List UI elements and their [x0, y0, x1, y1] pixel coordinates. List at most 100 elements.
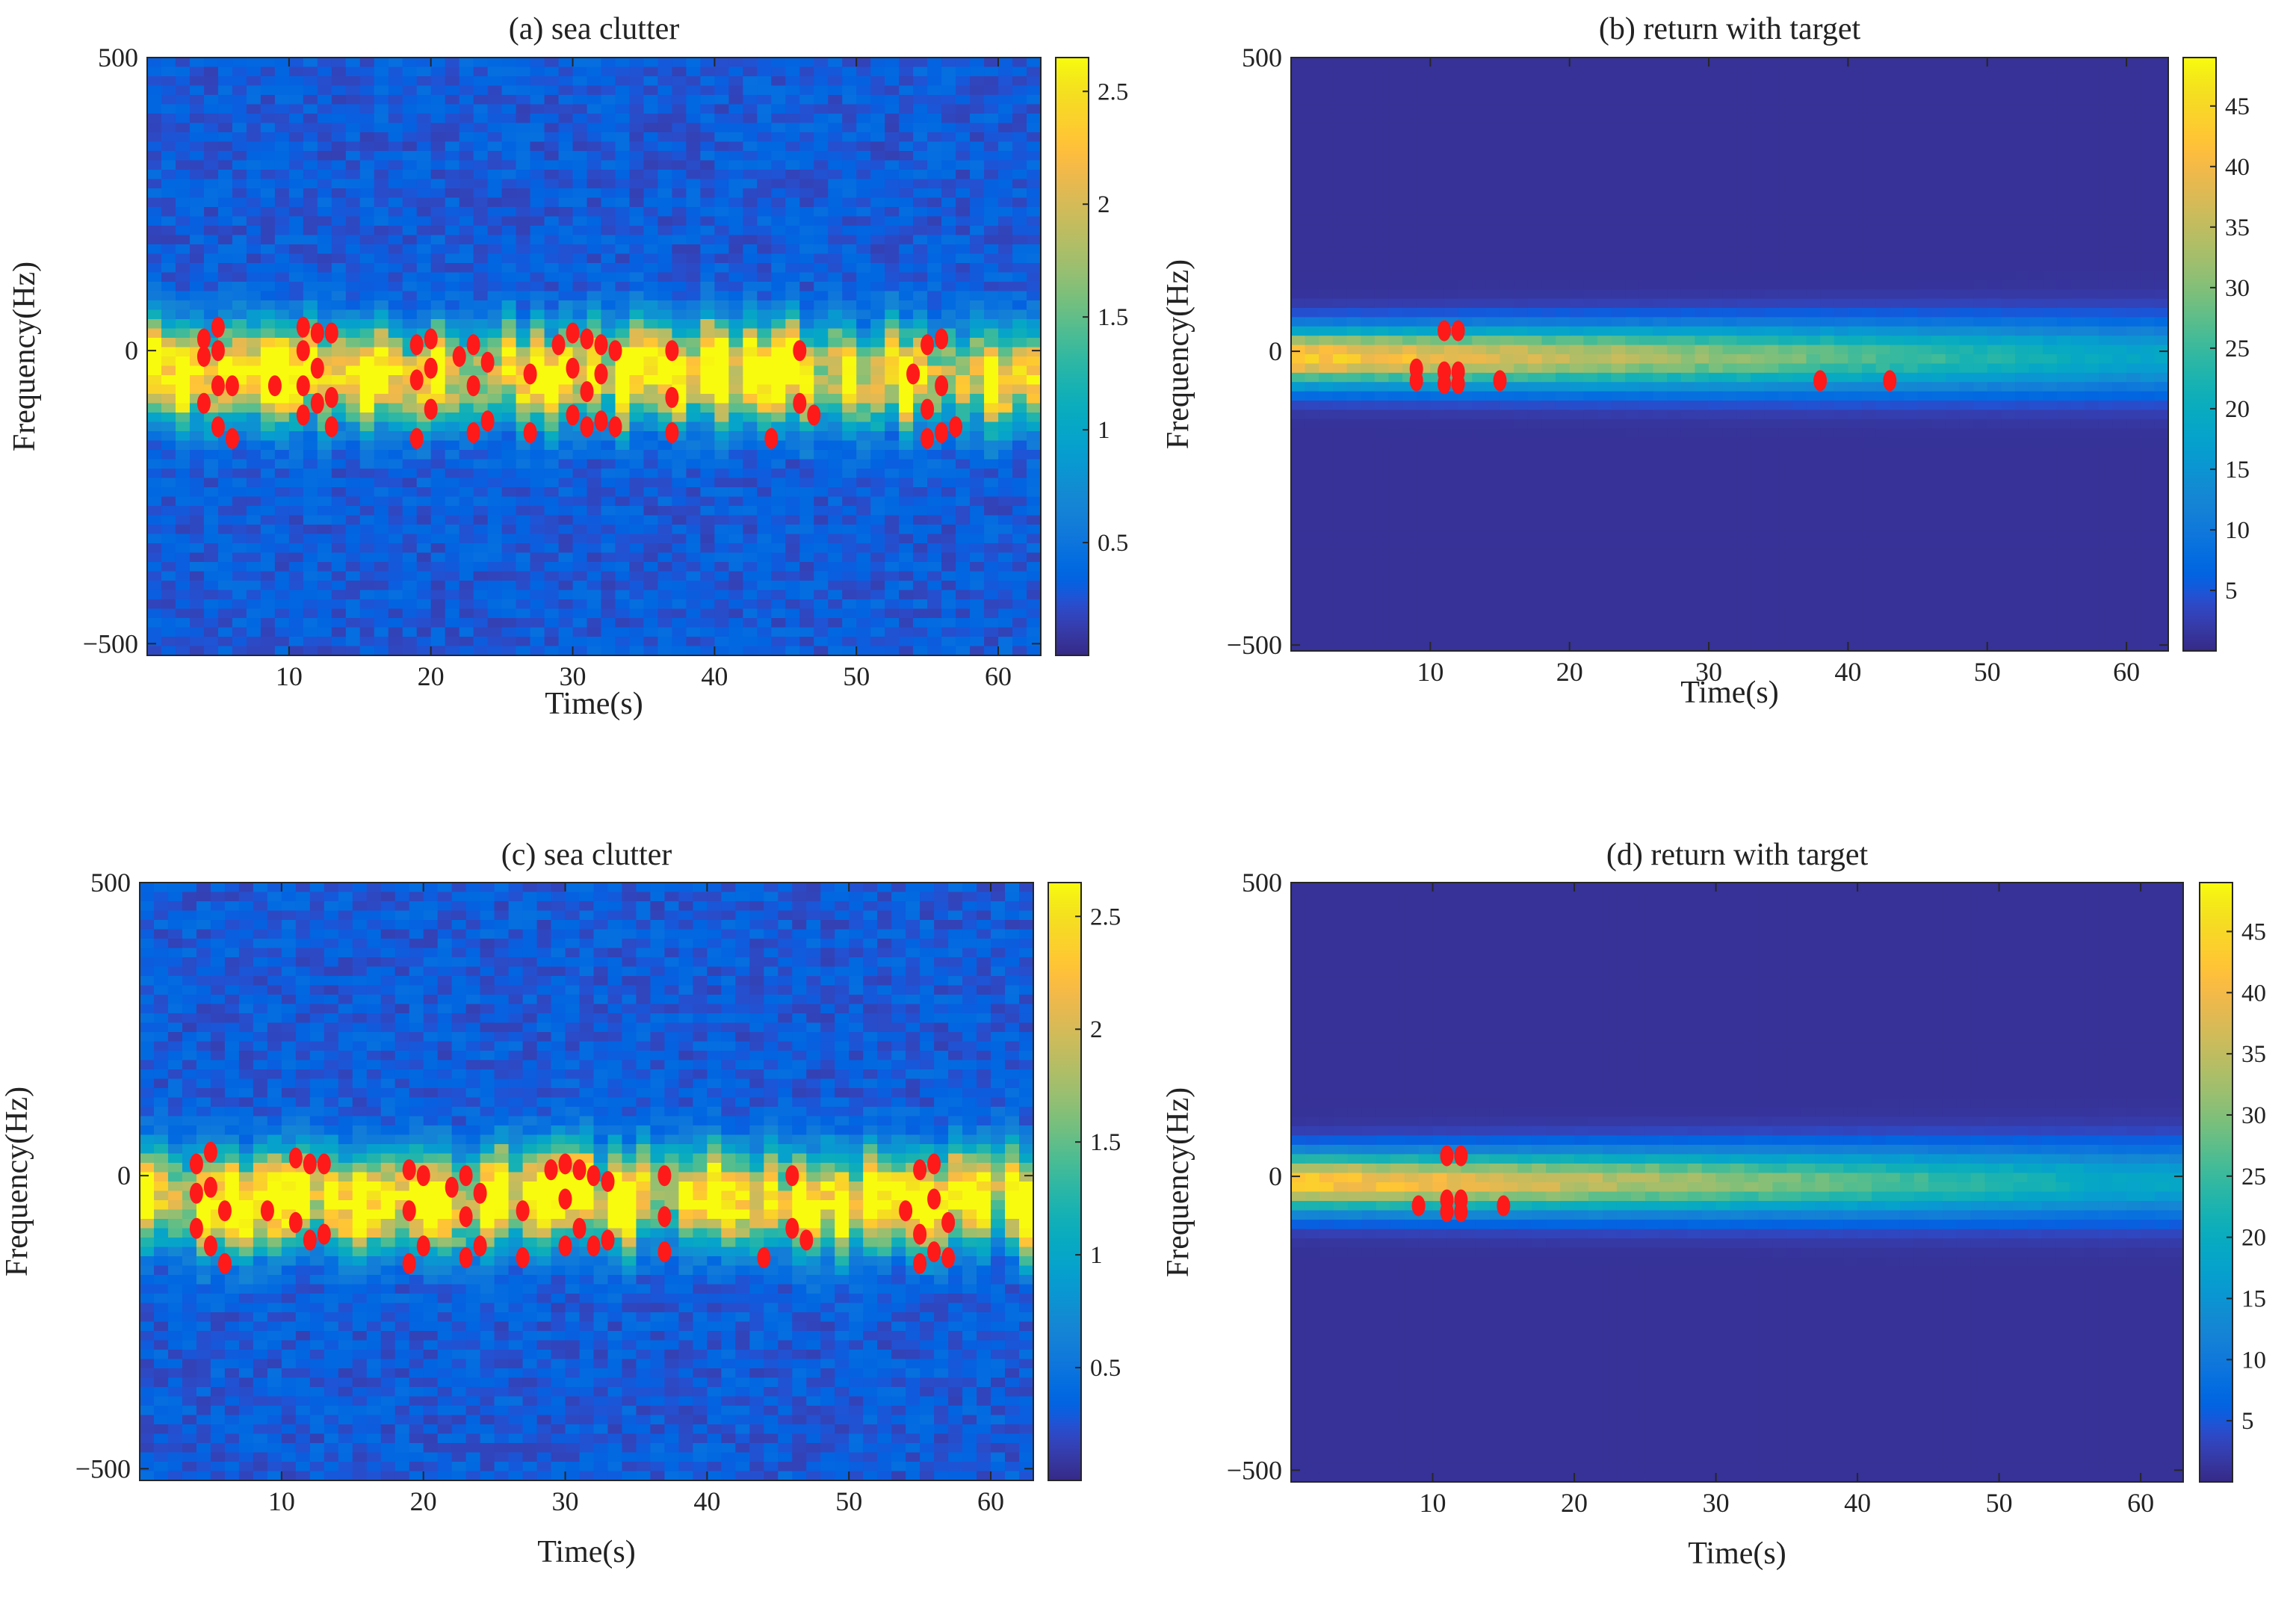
heatmap-cell	[657, 263, 672, 273]
heatmap-cell	[700, 105, 715, 114]
heatmap-cell	[176, 310, 191, 320]
heatmap-cell	[559, 618, 574, 628]
heatmap-cell	[261, 637, 276, 646]
heatmap-cell	[530, 347, 545, 357]
heatmap-cell	[147, 273, 162, 282]
heatmap-cell	[218, 460, 233, 469]
heatmap-cell	[657, 599, 672, 609]
heatmap-cell	[559, 105, 574, 114]
heatmap-cell	[346, 207, 361, 217]
heatmap-cell	[346, 114, 361, 123]
heatmap-cell	[629, 441, 644, 451]
heatmap-cell	[587, 310, 602, 320]
heatmap-cell	[559, 95, 574, 105]
heatmap-cell	[389, 628, 403, 637]
heatmap-cell	[601, 282, 616, 291]
heatmap-cell	[643, 217, 658, 226]
heatmap-cell	[672, 95, 687, 105]
heatmap-cell	[657, 235, 672, 245]
heatmap-cell	[459, 217, 474, 226]
heatmap-cell	[643, 534, 658, 544]
heatmap-cell	[686, 525, 701, 534]
heatmap-cell	[204, 123, 219, 133]
heatmap-cell	[643, 161, 658, 170]
heatmap-cell	[657, 609, 672, 619]
heatmap-cell	[318, 254, 332, 264]
heatmap-cell	[190, 628, 205, 637]
heatmap-cell	[657, 534, 672, 544]
heatmap-cell	[502, 543, 517, 553]
heatmap-cell	[161, 244, 176, 254]
heatmap-cell	[261, 291, 276, 301]
heatmap-cell	[488, 516, 503, 525]
heatmap-cell	[629, 76, 644, 86]
heatmap-cell	[417, 226, 432, 235]
heatmap-cell	[431, 235, 446, 245]
heatmap-cell	[261, 310, 276, 320]
heatmap-cell	[502, 161, 517, 170]
heatmap-cell	[686, 310, 701, 320]
heatmap-cell	[545, 263, 560, 273]
heatmap-cell	[502, 478, 517, 488]
heatmap-cell	[474, 123, 489, 133]
heatmap-cell	[360, 58, 375, 67]
heatmap-cell	[629, 67, 644, 77]
heatmap-cell	[218, 618, 233, 628]
heatmap-cell	[332, 356, 347, 366]
heatmap-cell	[161, 506, 176, 516]
heatmap-cell	[176, 646, 191, 656]
heatmap-cell	[502, 646, 517, 656]
heatmap-cell	[615, 525, 630, 534]
heatmap-cell	[530, 394, 545, 404]
heatmap-cell	[587, 282, 602, 291]
heatmap-cell	[587, 95, 602, 105]
heatmap-cell	[332, 291, 347, 301]
heatmap-cell	[374, 291, 389, 301]
heatmap-cell	[445, 226, 460, 235]
heatmap-cell	[147, 581, 162, 590]
heatmap-cell	[545, 161, 560, 170]
heatmap-cell	[573, 450, 588, 460]
heatmap-cell	[530, 132, 545, 142]
heatmap-cell	[232, 590, 247, 600]
heatmap-cell	[261, 244, 276, 254]
heatmap-cell	[176, 76, 191, 86]
heatmap-cell	[346, 132, 361, 142]
heatmap-cell	[545, 431, 560, 441]
heatmap-cell	[502, 198, 517, 208]
heatmap-cell	[573, 67, 588, 77]
heatmap-cell	[261, 300, 276, 310]
heatmap-cell	[516, 329, 531, 339]
heatmap-cell	[417, 572, 432, 581]
heatmap-cell	[303, 590, 318, 600]
heatmap-cell	[530, 637, 545, 646]
heatmap-cell	[445, 132, 460, 142]
heatmap-cell	[643, 609, 658, 619]
heatmap-cell	[629, 226, 644, 235]
heatmap-cell	[672, 618, 687, 628]
heatmap-cell	[629, 338, 644, 347]
heatmap-cell	[459, 460, 474, 469]
heatmap-cell	[573, 581, 588, 590]
heatmap-cell	[615, 254, 630, 264]
heatmap-cell	[232, 235, 247, 245]
heatmap-cell	[559, 590, 574, 600]
heatmap-cell	[318, 637, 332, 646]
heatmap-cell	[161, 441, 176, 451]
heatmap-cell	[516, 404, 531, 413]
heatmap-cell	[176, 385, 191, 395]
heatmap-cell	[672, 170, 687, 179]
heatmap-cell	[417, 506, 432, 516]
heatmap-cell	[161, 385, 176, 395]
heatmap-cell	[318, 516, 332, 525]
heatmap-cell	[318, 86, 332, 96]
heatmap-cell	[686, 441, 701, 451]
heatmap-cell	[261, 609, 276, 619]
heatmap-cell	[559, 58, 574, 67]
heatmap-cell	[247, 590, 262, 600]
heatmap-cell	[559, 198, 574, 208]
heatmap-cell	[417, 142, 432, 152]
heatmap-cell	[573, 441, 588, 451]
heatmap-cell	[360, 497, 375, 507]
heatmap-cell	[204, 553, 219, 563]
